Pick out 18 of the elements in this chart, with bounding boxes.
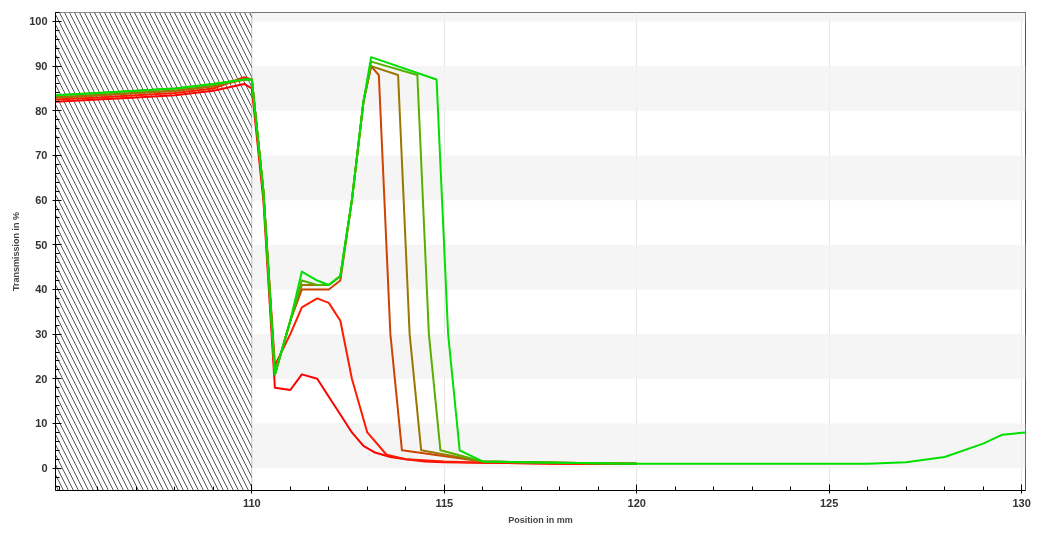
x-tick-label: 110 (242, 496, 261, 509)
y-tick-label: 90 (35, 60, 48, 73)
y-tick-label: 80 (35, 104, 48, 117)
x-tick-label: 115 (435, 496, 454, 509)
y-tick-label: 30 (35, 328, 48, 341)
y-tick-label: 20 (35, 372, 48, 385)
x-axis-title: Position in mm (508, 514, 573, 525)
y-tick-label: 100 (29, 15, 48, 28)
y-tick-label: 10 (35, 417, 48, 430)
x-tick-label: 120 (627, 496, 646, 509)
y-tick-label: 50 (35, 238, 48, 251)
y-tick-label: 0 (41, 462, 48, 475)
y-tick-label: 40 (35, 283, 48, 296)
y-axis-title: Transmission in % (11, 211, 22, 292)
x-tick-label: 130 (1012, 496, 1031, 509)
x-tick-label: 125 (820, 496, 839, 509)
y-tick-label: 60 (35, 194, 48, 207)
y-tick-label: 70 (35, 149, 48, 162)
